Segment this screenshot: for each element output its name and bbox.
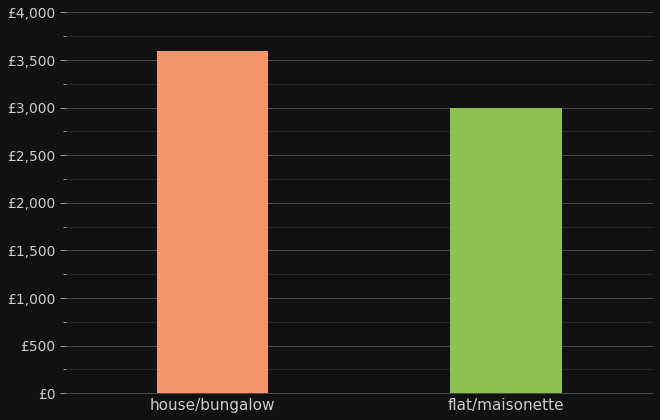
Bar xyxy=(450,108,562,393)
Bar xyxy=(157,50,269,393)
